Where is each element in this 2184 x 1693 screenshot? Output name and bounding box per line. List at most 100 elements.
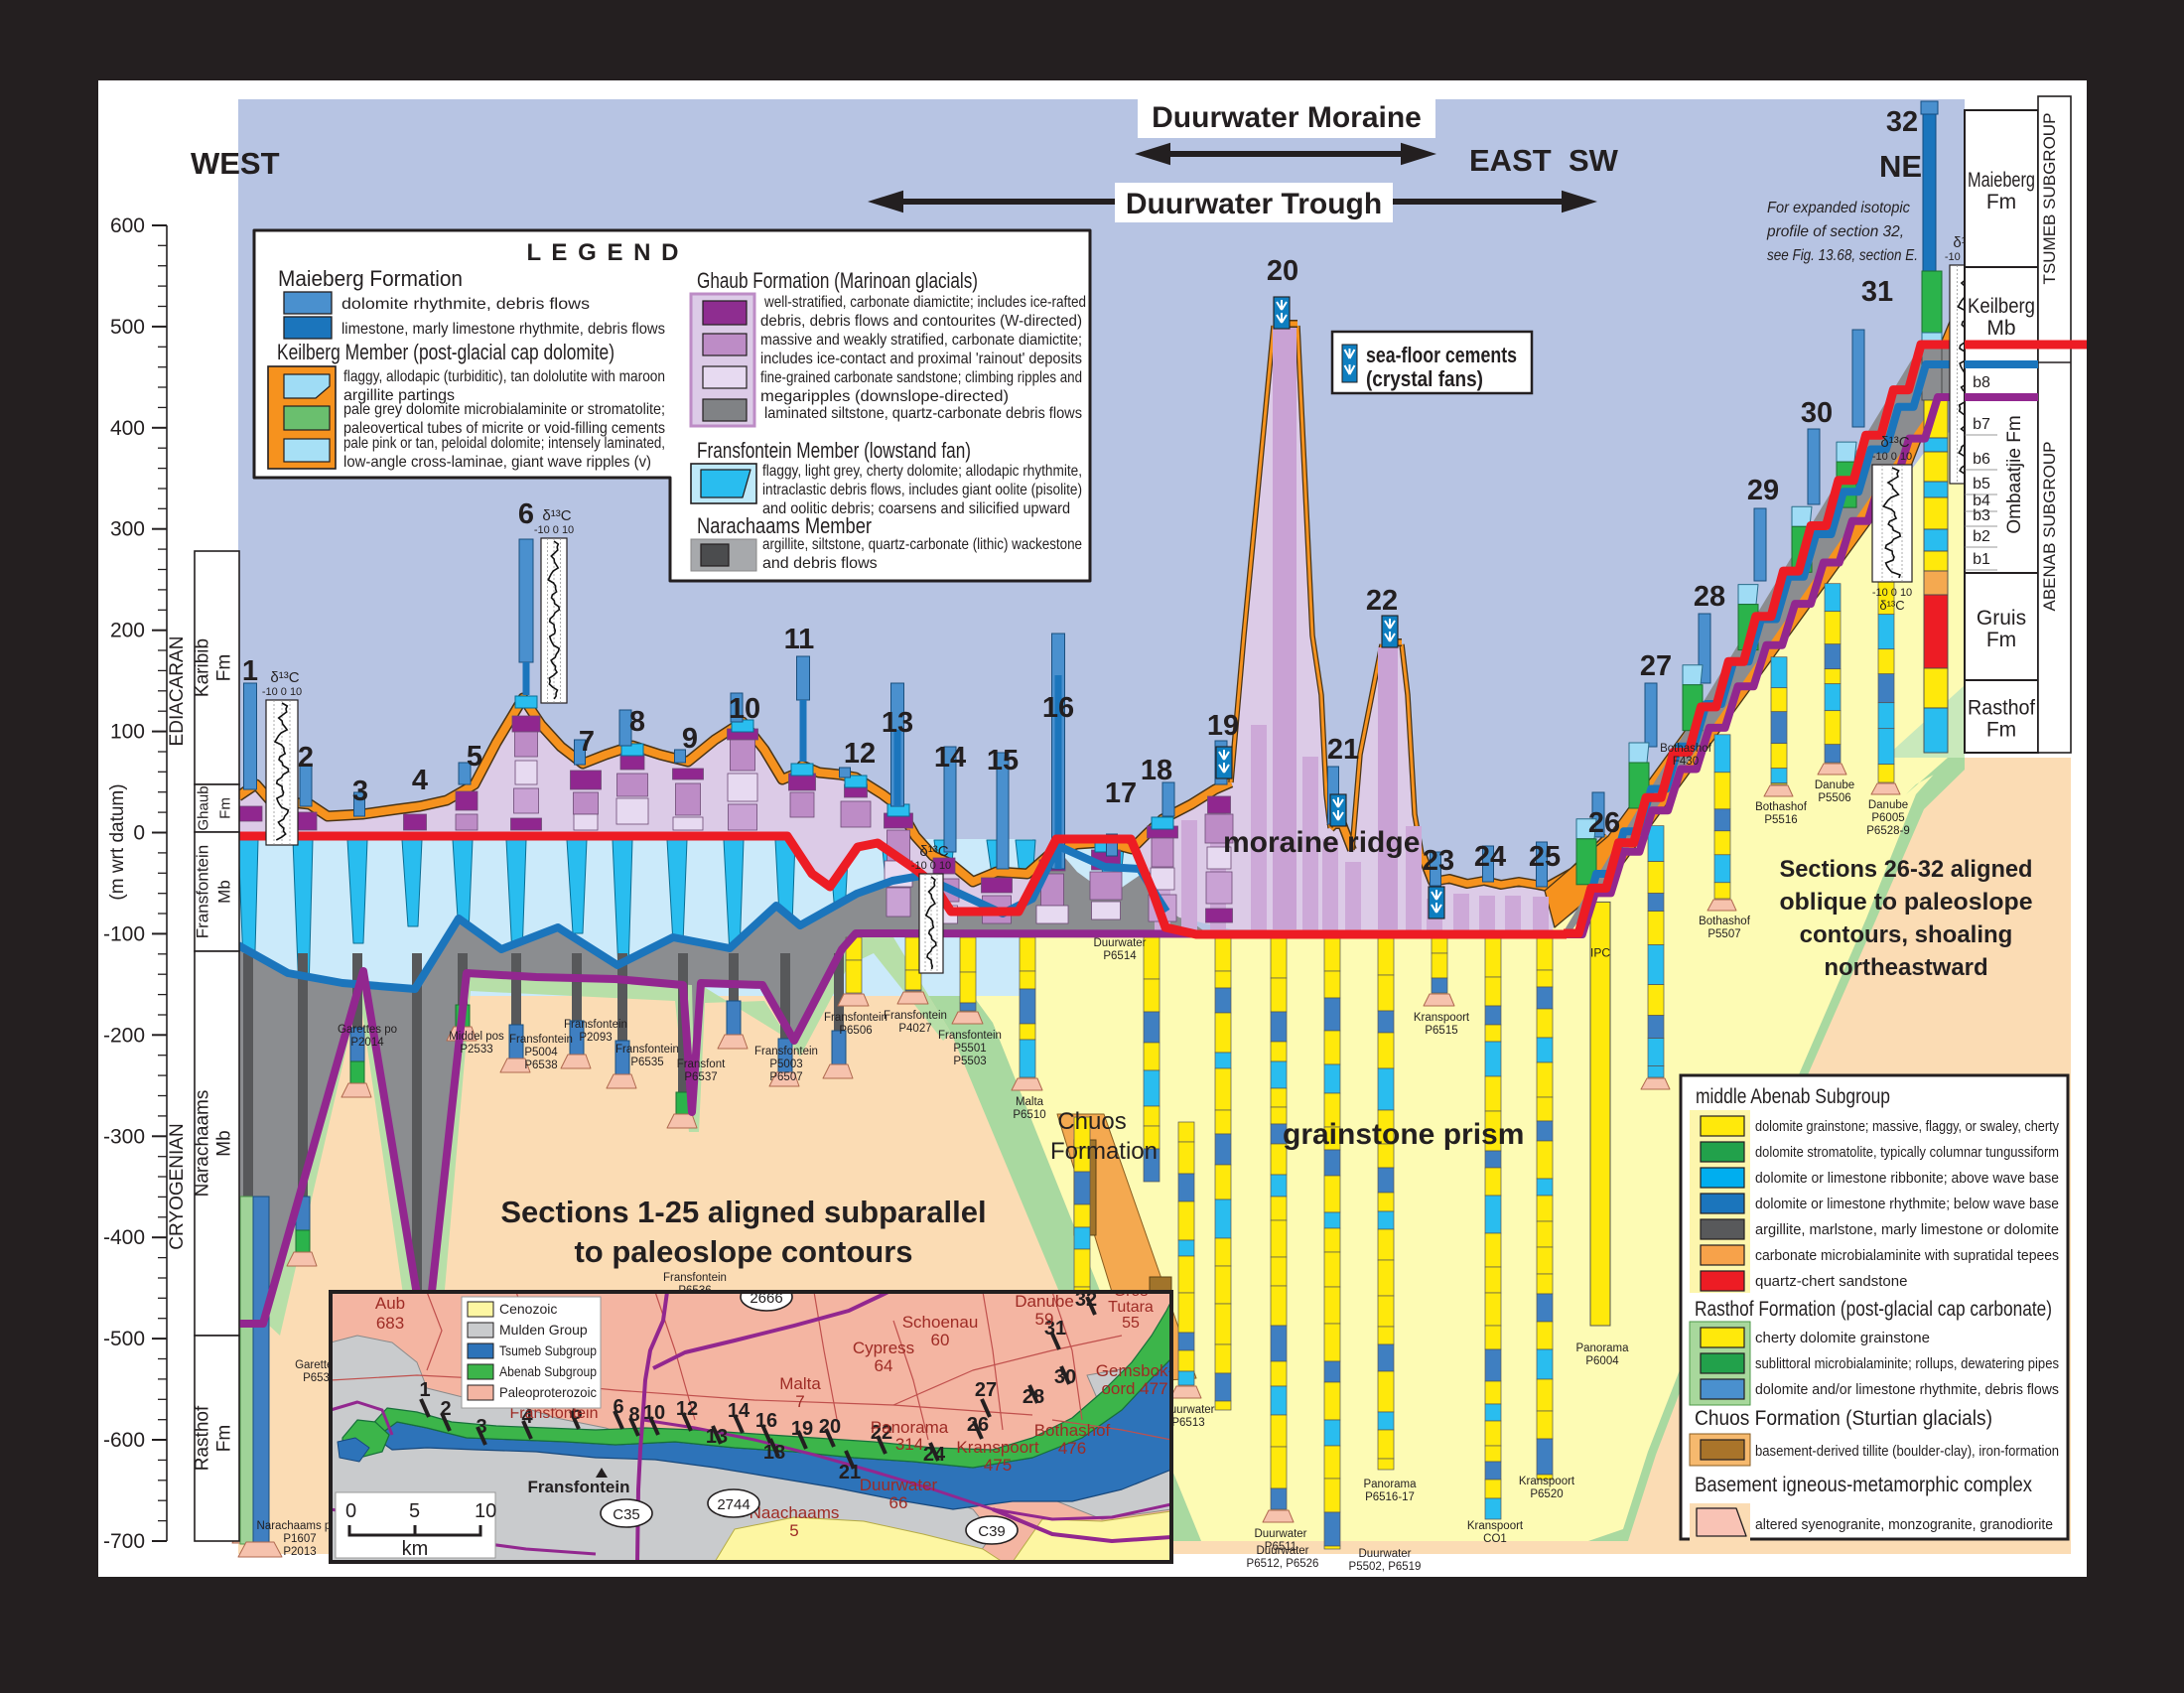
svg-text:P2093: P2093 — [579, 1032, 612, 1044]
svg-text:28: 28 — [1694, 581, 1725, 613]
svg-text:Maieberg Formation: Maieberg Formation — [278, 266, 463, 291]
svg-text:18: 18 — [763, 1442, 785, 1464]
svg-text:NE: NE — [1879, 149, 1922, 184]
svg-text:Aub: Aub — [375, 1294, 405, 1313]
svg-text:(m wrt datum): (m wrt datum) — [107, 783, 128, 900]
svg-text:Mulden Group: Mulden Group — [499, 1322, 588, 1338]
svg-text:For expanded isotopic: For expanded isotopic — [1767, 200, 1910, 216]
svg-text:oord 477: oord 477 — [1101, 1379, 1167, 1398]
svg-text:Fm: Fm — [1986, 629, 2016, 651]
svg-text:argillite, marlstone, marly li: argillite, marlstone, marly limestone or… — [1755, 1221, 2059, 1238]
svg-text:2: 2 — [440, 1398, 451, 1420]
svg-text:quartz-chert sandstone: quartz-chert sandstone — [1755, 1273, 1907, 1290]
svg-text:to paleoslope contours: to paleoslope contours — [574, 1234, 912, 1269]
svg-text:Ombaatjie Fm: Ombaatjie Fm — [2004, 415, 2025, 533]
svg-text:b8: b8 — [1973, 374, 1990, 391]
svg-text:Karibib: Karibib — [193, 638, 213, 697]
svg-text:Fransfontein: Fransfontein — [824, 1012, 887, 1024]
svg-text:Abenab Subgroup: Abenab Subgroup — [499, 1363, 597, 1379]
svg-text:22: 22 — [871, 1422, 892, 1444]
svg-text:64: 64 — [875, 1356, 893, 1375]
svg-text:Bothashof: Bothashof — [1660, 743, 1712, 755]
svg-text:Garettes po: Garettes po — [338, 1024, 397, 1036]
svg-text:Mb: Mb — [214, 1130, 235, 1156]
svg-text:P6511: P6511 — [1265, 1541, 1297, 1553]
svg-text:massive and weakly stratified,: massive and weakly stratified, carbonate… — [760, 332, 1082, 349]
svg-text:dolomite or limestone rhythmit: dolomite or limestone rhythmite; below w… — [1755, 1196, 2059, 1212]
svg-text:-600: -600 — [103, 1429, 145, 1452]
svg-text:500: 500 — [110, 316, 145, 339]
svg-text:b2: b2 — [1973, 528, 1990, 545]
svg-text:δ¹³C: δ¹³C — [1879, 598, 1904, 613]
svg-text:11: 11 — [784, 624, 815, 655]
svg-text:Malta: Malta — [779, 1374, 821, 1393]
svg-text:dolomite rhythmite, debris flo: dolomite rhythmite, debris flows — [341, 296, 590, 313]
svg-text:21: 21 — [1327, 734, 1359, 766]
svg-text:Kranspoort: Kranspoort — [956, 1438, 1038, 1457]
svg-text:5: 5 — [571, 1402, 582, 1424]
svg-text:Fm: Fm — [217, 797, 234, 819]
svg-text:basement-derived tillite (boul: basement-derived tillite (boulder-clay),… — [1755, 1443, 2059, 1460]
svg-text:Fransfontein: Fransfontein — [528, 1478, 630, 1496]
svg-text:Gros: Gros — [1114, 1283, 1149, 1300]
svg-text:debris, debris flows and conto: debris, debris flows and contourites (W-… — [760, 313, 1082, 330]
svg-text:altered syenogranite, monzogra: altered syenogranite, monzogranite, gran… — [1755, 1516, 2053, 1533]
svg-text:Gemsbok-: Gemsbok- — [1096, 1361, 1173, 1380]
svg-text:Fransfontein: Fransfontein — [663, 1272, 727, 1284]
svg-text:Duurwater Trough: Duurwater Trough — [1126, 188, 1382, 220]
svg-text:(crystal fans): (crystal fans) — [1366, 366, 1483, 391]
svg-text:Sections 1-25 aligned subparal: Sections 1-25 aligned subparallel — [500, 1195, 986, 1229]
svg-text:P6004: P6004 — [1585, 1355, 1619, 1367]
svg-text:sublittoral microbialaminite;: sublittoral microbialaminite; rollups, d… — [1755, 1355, 2059, 1372]
svg-text:-100: -100 — [103, 922, 145, 945]
svg-text:P2013: P2013 — [283, 1546, 316, 1558]
svg-text:dolomite and/or limestone rhyt: dolomite and/or limestone rhythmite, deb… — [1755, 1381, 2059, 1398]
svg-text:includes ice-contact and proxi: includes ice-contact and proximal 'raino… — [760, 351, 1082, 367]
svg-text:Panorama: Panorama — [1363, 1479, 1417, 1490]
svg-text:Danube: Danube — [1015, 1292, 1074, 1311]
svg-text:Duurwater: Duurwater — [1254, 1528, 1306, 1540]
svg-text:grainstone prism: grainstone prism — [1283, 1118, 1524, 1151]
svg-text:P5003: P5003 — [769, 1058, 802, 1070]
svg-text:Ghaub Formation (Marinoan glac: Ghaub Formation (Marinoan glacials) — [697, 268, 978, 293]
svg-text:moraine ridge: moraine ridge — [1223, 826, 1420, 859]
svg-text:60: 60 — [931, 1331, 950, 1349]
svg-text:12: 12 — [844, 738, 876, 770]
svg-text:P6538: P6538 — [524, 1059, 557, 1071]
svg-text:Fransfontein: Fransfontein — [194, 845, 212, 939]
svg-text:Fm: Fm — [214, 1425, 235, 1452]
svg-text:F430: F430 — [1673, 756, 1699, 768]
svg-text:100: 100 — [110, 721, 145, 744]
svg-text:Formation: Formation — [1050, 1138, 1158, 1165]
svg-text:ABENAB SUBGROUP: ABENAB SUBGROUP — [2040, 442, 2059, 612]
svg-text:-10 0 10: -10 0 10 — [1872, 587, 1912, 599]
svg-text:P5501: P5501 — [953, 1043, 986, 1055]
svg-text:314: 314 — [895, 1435, 923, 1454]
svg-text:Kranspoort: Kranspoort — [1467, 1520, 1524, 1532]
svg-text:14: 14 — [934, 742, 966, 774]
svg-text:flaggy, light grey, cherty dol: flaggy, light grey, cherty dolomite; all… — [762, 463, 1082, 480]
svg-text:6: 6 — [518, 498, 534, 530]
svg-text:Chuos Formation (Sturtian glac: Chuos Formation (Sturtian glacials) — [1695, 1407, 1992, 1430]
svg-text:31: 31 — [1861, 276, 1893, 308]
svg-text:P5004: P5004 — [524, 1047, 558, 1058]
svg-text:-500: -500 — [103, 1328, 145, 1350]
svg-text:0: 0 — [133, 822, 145, 845]
svg-text:P2014: P2014 — [350, 1037, 384, 1049]
svg-text:pale pink or tan, peloidal dol: pale pink or tan, peloidal dolomite; int… — [343, 435, 665, 452]
svg-text:12: 12 — [676, 1398, 698, 1420]
svg-text:15: 15 — [987, 745, 1019, 776]
svg-text:δ¹³C: δ¹³C — [1880, 434, 1909, 451]
svg-text:26: 26 — [1588, 807, 1620, 839]
svg-text:55: 55 — [1122, 1315, 1140, 1332]
svg-text:-700: -700 — [103, 1530, 145, 1553]
svg-text:13: 13 — [706, 1426, 728, 1448]
svg-text:P5503: P5503 — [953, 1056, 986, 1067]
svg-text:Sections 26-32 aligned: Sections 26-32 aligned — [1780, 856, 2033, 883]
svg-text:24: 24 — [1474, 841, 1506, 873]
svg-text:30: 30 — [1801, 397, 1833, 429]
svg-text:-10 0 10: -10 0 10 — [1872, 451, 1912, 463]
svg-text:5: 5 — [789, 1521, 798, 1540]
svg-text:Narachaams: Narachaams — [193, 1090, 213, 1198]
svg-text:8: 8 — [629, 706, 645, 738]
